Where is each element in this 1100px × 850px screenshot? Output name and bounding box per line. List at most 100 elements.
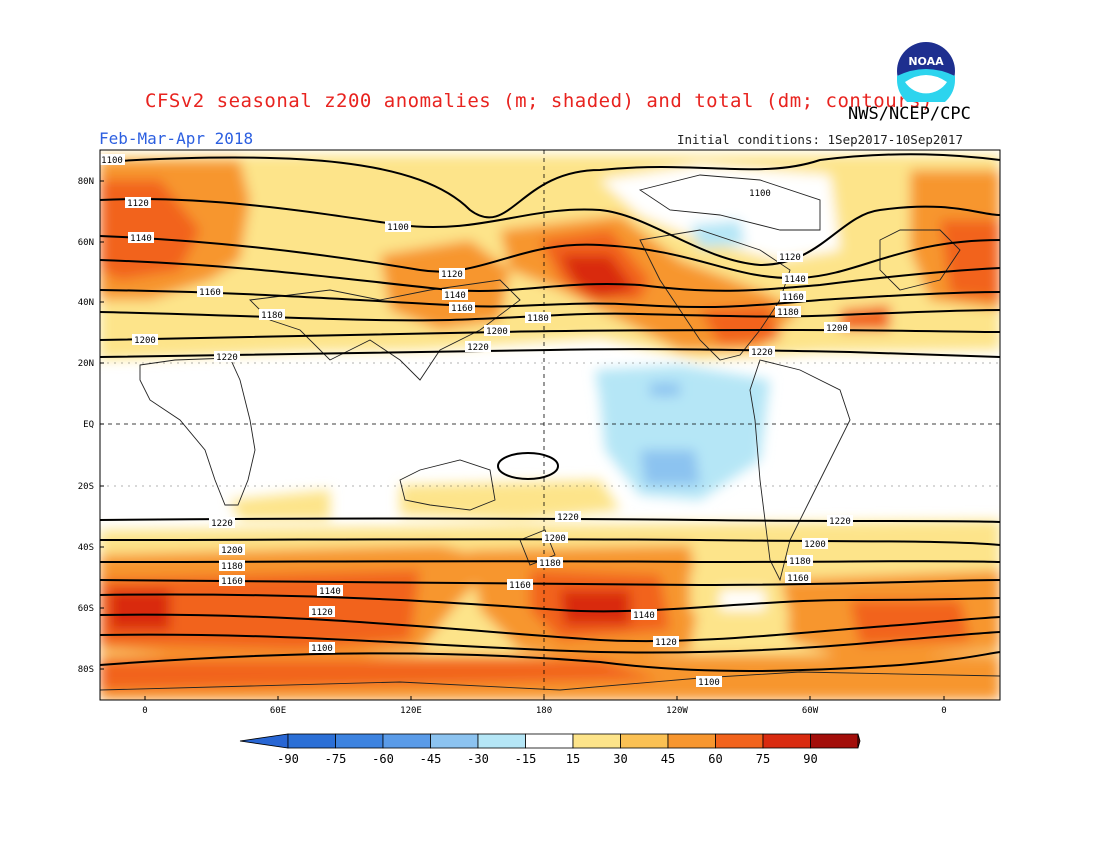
contour-label: 1200	[484, 325, 510, 337]
colorbar-tick-label: -90	[277, 752, 299, 766]
svg-text:1120: 1120	[779, 253, 801, 263]
longitude-labels: 0 60E 120E 180 120W 60W 0	[142, 696, 947, 716]
contour-label: 1140	[782, 273, 808, 285]
svg-text:1140: 1140	[444, 291, 466, 301]
svg-text:1140: 1140	[319, 587, 341, 597]
colorbar-swatch	[382, 733, 431, 749]
lat-label: 40S	[78, 543, 94, 553]
contour-label: 1160	[197, 286, 223, 298]
colorbar-arrow-right	[857, 733, 861, 749]
lat-label: 20N	[78, 359, 94, 369]
lon-label: 0	[142, 706, 147, 716]
contour-label: 1160	[219, 575, 245, 587]
svg-text:1160: 1160	[221, 577, 243, 587]
svg-text:1180: 1180	[221, 562, 243, 572]
contour-label: 1180	[259, 309, 285, 321]
svg-text:1120: 1120	[655, 638, 677, 648]
colorbar-swatch	[620, 733, 669, 749]
lat-label: 40N	[78, 298, 94, 308]
svg-text:1200: 1200	[134, 336, 156, 346]
lat-label: 80N	[78, 177, 94, 187]
contour-label: 1120	[439, 268, 465, 280]
contour-label: 1100	[385, 221, 411, 233]
latitude-labels: 80N 60N 40N 20N EQ 20S 40S 60S 80S	[78, 177, 104, 675]
contour-label: 1180	[537, 557, 563, 569]
svg-text:1140: 1140	[633, 611, 655, 621]
lat-label: 60S	[78, 604, 94, 614]
svg-text:1220: 1220	[751, 348, 773, 358]
lon-label: 180	[536, 706, 552, 716]
map-plot-area: 1100 1100 1100 1120 1120 1120 1140 1140 1140 1160…	[100, 150, 1000, 700]
contour-label: 1160	[780, 291, 806, 303]
colorbar-swatch	[335, 733, 384, 749]
contour-label: 1220	[827, 515, 853, 527]
contour-label: 1180	[787, 555, 813, 567]
lon-label: 120W	[666, 706, 688, 716]
svg-text:1200: 1200	[221, 546, 243, 556]
contour-label: 1200	[219, 544, 245, 556]
contour-labels: 1100 1100 1100 1120 1120 1120 1140 1140 1140 1160…	[100, 154, 853, 688]
contour-label: 1100	[747, 187, 773, 199]
contour-label: 1220	[214, 351, 240, 363]
contour-label: 1100	[696, 676, 722, 688]
svg-text:1160: 1160	[782, 293, 804, 303]
contour-label: 1180	[219, 560, 245, 572]
colorbar: -90 -75 -60 -45 -30 -15 15 30 45 60 75 90	[239, 733, 861, 766]
agency-label: NWS/NCEP/CPC	[848, 104, 971, 124]
svg-text:1100: 1100	[101, 156, 123, 166]
svg-text:1200: 1200	[544, 534, 566, 544]
contour-label: 1140	[128, 232, 154, 244]
coastlines	[100, 174, 1000, 691]
contour-label: 1180	[775, 306, 801, 318]
lon-label: 60W	[802, 706, 819, 716]
colorbar-tick-label: -30	[467, 752, 489, 766]
lon-label: 120E	[400, 706, 422, 716]
contour-label: 1100	[100, 154, 125, 166]
svg-text:1140: 1140	[784, 275, 806, 285]
colorbar-tick-label: -15	[515, 752, 537, 766]
contour-label: 1120	[777, 251, 803, 263]
colorbar-tick-label: 45	[661, 752, 675, 766]
lat-label: 20S	[78, 482, 94, 492]
svg-text:1100: 1100	[749, 189, 771, 199]
svg-text:1220: 1220	[211, 519, 233, 529]
svg-text:1200: 1200	[486, 327, 508, 337]
contour-label: 1200	[542, 532, 568, 544]
lat-label: 60N	[78, 238, 94, 248]
contour-label: 1200	[802, 538, 828, 550]
svg-text:1120: 1120	[311, 608, 333, 618]
colorbar-tick-label: 90	[803, 752, 817, 766]
svg-text:1100: 1100	[698, 678, 720, 688]
contour-label: 1140	[631, 609, 657, 621]
colorbar-swatch	[762, 733, 811, 749]
lat-label: EQ	[83, 420, 94, 430]
svg-text:1160: 1160	[787, 574, 809, 584]
colorbar-arrow-left	[239, 733, 289, 749]
map-frame	[99, 149, 1001, 701]
lon-label: 60E	[270, 706, 286, 716]
contour-label: 1220	[555, 511, 581, 523]
colorbar-tick-label: -75	[325, 752, 347, 766]
contour-label: 1220	[209, 517, 235, 529]
contour-label: 1120	[125, 197, 151, 209]
noaa-logo: NOAA	[897, 42, 955, 102]
svg-text:1200: 1200	[804, 540, 826, 550]
colorbar-swatch	[715, 733, 764, 749]
svg-text:1160: 1160	[451, 304, 473, 314]
season-label: Feb-Mar-Apr 2018	[99, 129, 254, 148]
svg-text:1220: 1220	[829, 517, 851, 527]
colorbar-tick-label: 75	[756, 752, 770, 766]
contour-label: 1220	[749, 346, 775, 358]
svg-text:1220: 1220	[216, 353, 238, 363]
colorbar-swatch	[430, 733, 479, 749]
colorbar-swatch	[477, 733, 526, 749]
colorbar-tick-label: -60	[372, 752, 394, 766]
colorbar-tick-label: -45	[420, 752, 442, 766]
contour-label: 1220	[465, 341, 491, 353]
colorbar-swatch	[287, 733, 336, 749]
colorbar-tick-label: 15	[566, 752, 580, 766]
contour-label: 1120	[309, 606, 335, 618]
svg-text:1200: 1200	[826, 324, 848, 334]
colorbar-tick-label: 30	[613, 752, 627, 766]
colorbar-swatch	[667, 733, 716, 749]
